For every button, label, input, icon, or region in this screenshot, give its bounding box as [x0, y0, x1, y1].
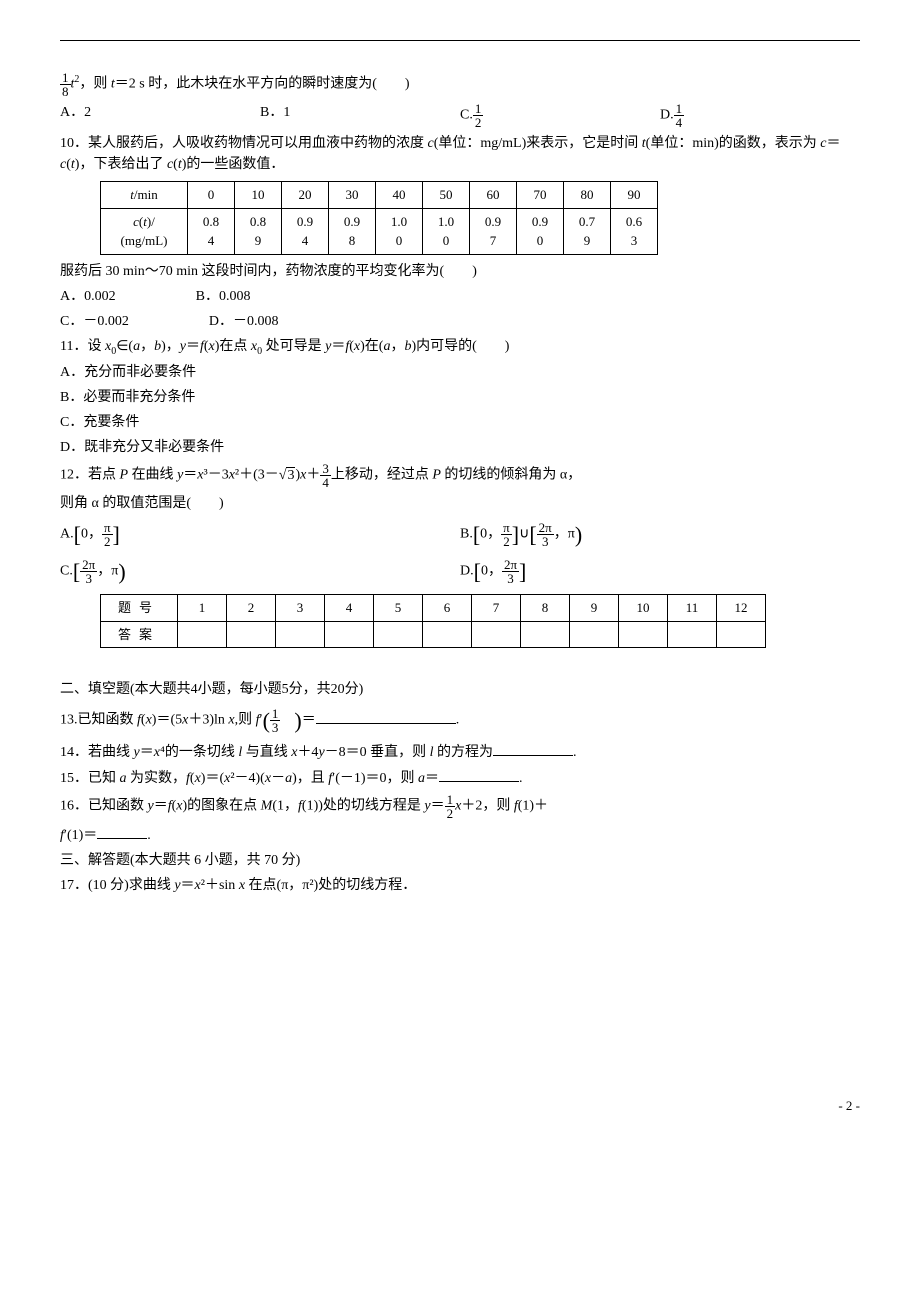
q12-opt-a: A.[0，π2] [60, 518, 460, 551]
q10-stem2: 服药后 30 min～70 min 这段时间内，药物浓度的平均变化率为( ) [60, 261, 860, 282]
section-3-title: 三、解答题(本大题共 6 小题，共 70 分) [60, 850, 860, 871]
q11-opt-b: B．必要而非充分条件 [60, 387, 860, 408]
q11-stem: 11．设 x0∈(a，b)，y＝f(x)在点 x0 处可导是 y＝f(x)在(a… [60, 336, 860, 359]
answer-row-ans: 答案 [101, 621, 766, 648]
q10-opt-b: B．0.008 [196, 286, 251, 307]
q12-opts-ab: A.[0，π2] B.[0，π2]∪[2π3，π) [60, 518, 860, 551]
q9-opt-d: D.14 [660, 102, 860, 129]
q11-opt-c: C．充要条件 [60, 412, 860, 433]
q15: 15．已知 a 为实数，f(x)＝(x²－4)(x－a)，且 f′(－1)＝0，… [60, 767, 860, 789]
q10-opts-cd: C．－0.002 D．－0.008 [60, 311, 860, 332]
q9-frac: 1 8 [60, 71, 71, 98]
q9-opt-b: B．1 [260, 102, 460, 129]
q10-stem1: 10．某人服药后，人吸收药物情况可以用血液中药物的浓度 c(单位：mg/mL)来… [60, 133, 860, 175]
q14-blank[interactable] [493, 741, 573, 756]
q13-blank[interactable] [316, 709, 456, 724]
q10-row-c: c(t)/(mg/mL) 0.84 0.89 0.94 0.98 1.00 1.… [101, 208, 658, 254]
q11-opt-a: A．充分而非必要条件 [60, 362, 860, 383]
q10-opt-a: A．0.002 [60, 286, 116, 307]
q11-opt-d: D．既非充分又非必要条件 [60, 437, 860, 458]
q10-opts-ab: A．0.002 B．0.008 [60, 286, 860, 307]
q9-options: A．2 B．1 C.12 D.14 [60, 102, 860, 129]
q9-opt-a: A．2 [60, 102, 260, 129]
answer-row-num: 题号 1 2 3 4 5 6 7 8 9 10 11 12 [101, 595, 766, 622]
q16-line1: 16．已知函数 y＝f(x)的图象在点 M(1，f(1))处的切线方程是 y＝1… [60, 793, 860, 820]
page-number: - 2 - [60, 1096, 860, 1116]
q16-line2: f′(1)＝. [60, 824, 860, 846]
q10-row-t: t/min 0 10 20 30 40 50 60 70 80 90 [101, 182, 658, 209]
q14: 14．若曲线 y＝x⁴的一条切线 l 与直线 x＋4y－8＝0 垂直，则 l 的… [60, 741, 860, 763]
q15-blank[interactable] [439, 767, 519, 782]
q12-opts-cd: C.[2π3，π) D.[0，2π3] [60, 555, 860, 588]
top-rule [60, 40, 860, 41]
q12-opt-b: B.[0，π2]∪[2π3，π) [460, 518, 860, 551]
q12-stem2: 则角 α 的取值范围是( ) [60, 493, 860, 514]
q9-stem: 1 8 t2t²，则 t＝2 s 时，此木块在水平方向的瞬时速度为( )，则 t… [60, 71, 860, 98]
q12-stem1: 12．若点 P 在曲线 y＝x³－3x²＋(3－3)x＋34上移动，经过点 P … [60, 462, 860, 489]
q17: 17．(10 分)求曲线 y＝x²＋sin x 在点(π，π²)处的切线方程． [60, 875, 860, 896]
q12-opt-d: D.[0，2π3] [460, 555, 860, 588]
q9-opt-c: C.12 [460, 102, 660, 129]
q10-opt-c: C．－0.002 [60, 311, 129, 332]
q10-opt-d: D．－0.008 [209, 311, 279, 332]
q16-blank[interactable] [97, 824, 147, 839]
section-2-title: 二、填空题(本大题共4小题，每小题5分，共20分) [60, 679, 860, 700]
q12-opt-c: C.[2π3，π) [60, 555, 460, 588]
q13: 13.已知函数 f(x)＝(5x＋3)ln x,则 f′(13 )＝. [60, 704, 860, 737]
q10-table: t/min 0 10 20 30 40 50 60 70 80 90 c(t)/… [100, 181, 658, 255]
answer-table: 题号 1 2 3 4 5 6 7 8 9 10 11 12 答案 [100, 594, 766, 648]
